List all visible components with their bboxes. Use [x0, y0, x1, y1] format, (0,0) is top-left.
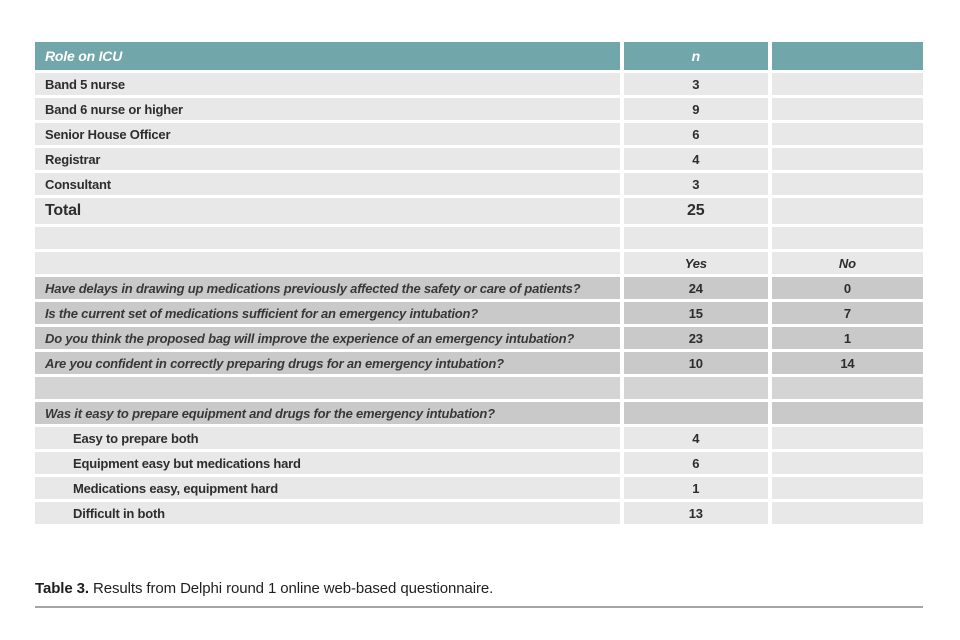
ease-option-n: 1: [619, 474, 772, 502]
empty-cell: [767, 170, 928, 198]
table-row: Registrar 4: [31, 145, 928, 173]
question-yes-count: 23: [619, 324, 772, 352]
ease-option-row: Easy to prepare both 4: [31, 424, 928, 452]
role-label: Senior House Officer: [31, 120, 624, 148]
empty-cell: [767, 70, 928, 98]
spacer-row: [31, 224, 928, 252]
ease-option-row: Equipment easy but medications hard 6: [31, 449, 928, 477]
empty-cell: [767, 449, 928, 477]
total-label: Total: [31, 195, 624, 227]
ease-option-row: Difficult in both 13: [31, 499, 928, 527]
question-yes-count: 15: [619, 299, 772, 327]
header-n: n: [619, 39, 772, 73]
results-table: Role on ICU n Band 5 nurse 3 Band 6 nurs…: [31, 39, 928, 527]
ease-option-n: 6: [619, 449, 772, 477]
table-row: Consultant 3: [31, 170, 928, 198]
no-header: No: [767, 249, 928, 277]
header-role-on-icu: Role on ICU: [31, 39, 624, 73]
role-n: 6: [619, 120, 772, 148]
empty-cell: [619, 399, 772, 427]
role-n: 4: [619, 145, 772, 173]
question-row: Have delays in drawing up medications pr…: [31, 274, 928, 302]
question-text: Are you confident in correctly preparing…: [31, 349, 624, 377]
empty-cell: [31, 374, 624, 402]
question-text: Have delays in drawing up medications pr…: [31, 274, 624, 302]
ease-question-row: Was it easy to prepare equipment and dru…: [31, 399, 928, 427]
question-text: Do you think the proposed bag will impro…: [31, 324, 624, 352]
role-n: 3: [619, 70, 772, 98]
empty-cell: [31, 224, 624, 252]
role-n: 3: [619, 170, 772, 198]
question-row: Are you confident in correctly preparing…: [31, 349, 928, 377]
ease-option-label: Easy to prepare both: [31, 424, 624, 452]
empty-cell: [767, 474, 928, 502]
table-caption-text: Results from Delphi round 1 online web-b…: [88, 580, 494, 597]
empty-cell: [767, 499, 928, 527]
question-no-count: 7: [767, 299, 928, 327]
role-label: Consultant: [31, 170, 624, 198]
ease-option-row: Medications easy, equipment hard 1: [31, 474, 928, 502]
question-text: Is the current set of medications suffic…: [31, 299, 624, 327]
spacer-row: [31, 374, 928, 402]
empty-cell: [31, 249, 624, 277]
empty-cell: [767, 374, 928, 402]
table-row: Band 5 nurse 3: [31, 70, 928, 98]
table-caption-label: Table 3.: [35, 580, 89, 597]
empty-cell: [767, 424, 928, 452]
yes-no-header-row: Yes No: [31, 249, 928, 277]
table-row: Band 6 nurse or higher 9: [31, 95, 928, 123]
empty-cell: [619, 224, 772, 252]
question-no-count: 14: [767, 349, 928, 377]
table-caption: Table 3. Results from Delphi round 1 onl…: [35, 580, 923, 608]
empty-cell: [767, 224, 928, 252]
question-no-count: 0: [767, 274, 928, 302]
ease-question-text: Was it easy to prepare equipment and dru…: [31, 399, 624, 427]
table-header-row: Role on ICU n: [31, 39, 928, 73]
header-empty: [767, 39, 928, 73]
empty-cell: [767, 120, 928, 148]
question-yes-count: 24: [619, 274, 772, 302]
empty-cell: [619, 374, 772, 402]
question-no-count: 1: [767, 324, 928, 352]
role-label: Band 5 nurse: [31, 70, 624, 98]
ease-option-label: Equipment easy but medications hard: [31, 449, 624, 477]
empty-cell: [767, 95, 928, 123]
question-row: Is the current set of medications suffic…: [31, 299, 928, 327]
table-row: Senior House Officer 6: [31, 120, 928, 148]
question-row: Do you think the proposed bag will impro…: [31, 324, 928, 352]
question-yes-count: 10: [619, 349, 772, 377]
ease-option-n: 4: [619, 424, 772, 452]
ease-option-label: Medications easy, equipment hard: [31, 474, 624, 502]
role-label: Registrar: [31, 145, 624, 173]
empty-cell: [767, 145, 928, 173]
role-n: 9: [619, 95, 772, 123]
total-row: Total 25: [31, 195, 928, 227]
empty-cell: [767, 195, 928, 227]
empty-cell: [767, 399, 928, 427]
role-label: Band 6 nurse or higher: [31, 95, 624, 123]
ease-option-label: Difficult in both: [31, 499, 624, 527]
ease-option-n: 13: [619, 499, 772, 527]
yes-header: Yes: [619, 249, 772, 277]
total-n: 25: [619, 195, 772, 227]
